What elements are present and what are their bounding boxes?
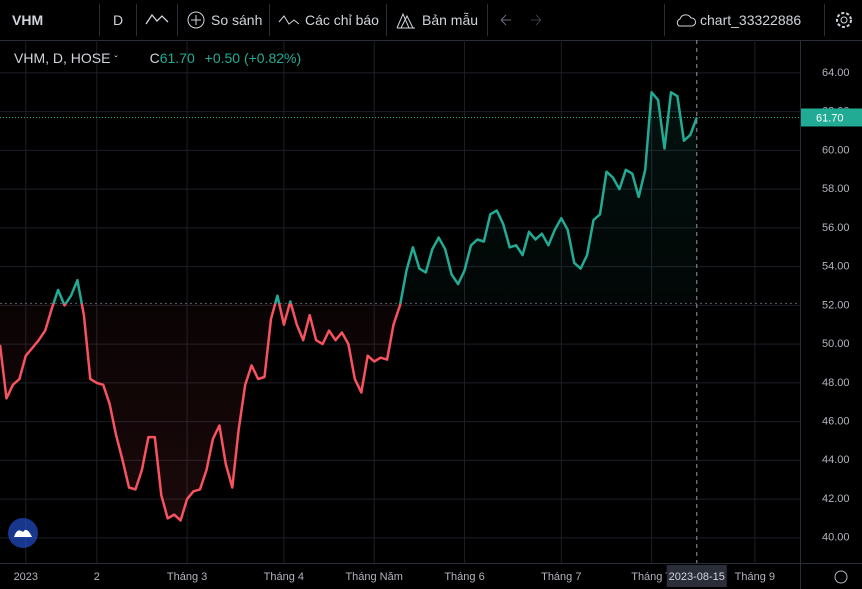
y-tick-label: 46.00 <box>822 416 850 428</box>
undo-redo[interactable] <box>497 12 547 28</box>
axis-settings-icon[interactable] <box>834 570 848 584</box>
settings-icon[interactable] <box>833 9 855 31</box>
last-price-tag <box>801 108 862 127</box>
y-tick-label: 48.00 <box>822 377 850 389</box>
y-tick-label: 50.00 <box>822 338 850 350</box>
chart: 40.00 42.00 44.00 46.00 48.00 50.00 52.00 54.00… <box>0 40 862 589</box>
templates-button[interactable]: Bản mẫu <box>422 12 479 28</box>
legend-arrow[interactable]: ˇ <box>114 55 118 66</box>
y-tick-label: 64.00 <box>822 67 850 79</box>
separator <box>177 4 178 36</box>
crosshair-tag <box>666 565 727 587</box>
y-tick-label: 44.00 <box>822 454 850 466</box>
separator <box>269 4 270 36</box>
baseline-area <box>0 92 697 521</box>
separator <box>99 4 100 36</box>
x-tick-label: Tháng 3 <box>167 571 207 583</box>
separator <box>487 4 488 36</box>
x-tick-label: Tháng Năm <box>345 571 402 583</box>
legend-change: +0.50 (+0.82%) <box>204 50 302 66</box>
y-tick-label: 52.00 <box>822 299 850 311</box>
y-tick-label: 54.00 <box>822 261 850 273</box>
separator <box>664 4 665 36</box>
separator <box>386 4 387 36</box>
chart-name[interactable]: chart_33322886 <box>700 12 802 28</box>
cloud-icon[interactable] <box>673 11 697 29</box>
y-tick-label: 58.00 <box>822 183 850 195</box>
x-tick-label: Tháng T <box>631 571 672 583</box>
indicators-icon[interactable] <box>278 10 300 30</box>
legend-close: 61.70 <box>159 50 195 66</box>
y-tick-label: 60.00 <box>822 144 850 156</box>
price-line <box>0 91 698 522</box>
last-price-label: 61.70 <box>816 112 844 124</box>
interval-button[interactable]: D <box>113 12 124 28</box>
templates-icon[interactable] <box>395 10 417 30</box>
legend: VHM, D, HOSE ˇ C61.70 +0.50 (+0.82%) <box>14 50 301 66</box>
separator <box>136 4 137 36</box>
legend-close-label: C <box>149 50 160 66</box>
crosshair-label: 2023-08-15 <box>669 571 725 583</box>
y-tick-label: 40.00 <box>822 532 850 544</box>
compare-button[interactable]: So sánh <box>211 12 263 28</box>
x-tick-label: 2 <box>94 571 100 583</box>
logo-mark <box>14 529 32 537</box>
x-tick-label: Tháng 6 <box>444 571 484 583</box>
x-tick-label: 2023 <box>14 571 38 583</box>
indicators-button[interactable]: Các chỉ báo <box>305 12 379 28</box>
compare-icon[interactable] <box>186 10 206 30</box>
x-tick-label: Tháng 9 <box>735 571 775 583</box>
y-tick-label: 42.00 <box>822 493 850 505</box>
x-tick-label: Tháng 4 <box>264 571 304 583</box>
x-tick-label: Tháng 7 <box>541 571 581 583</box>
chart-style-icon[interactable] <box>144 10 170 30</box>
legend-symbol: VHM, D, HOSE <box>14 50 111 66</box>
symbol-button[interactable]: VHM <box>12 12 44 28</box>
y-tick-label: 56.00 <box>822 222 850 234</box>
separator <box>824 4 825 36</box>
